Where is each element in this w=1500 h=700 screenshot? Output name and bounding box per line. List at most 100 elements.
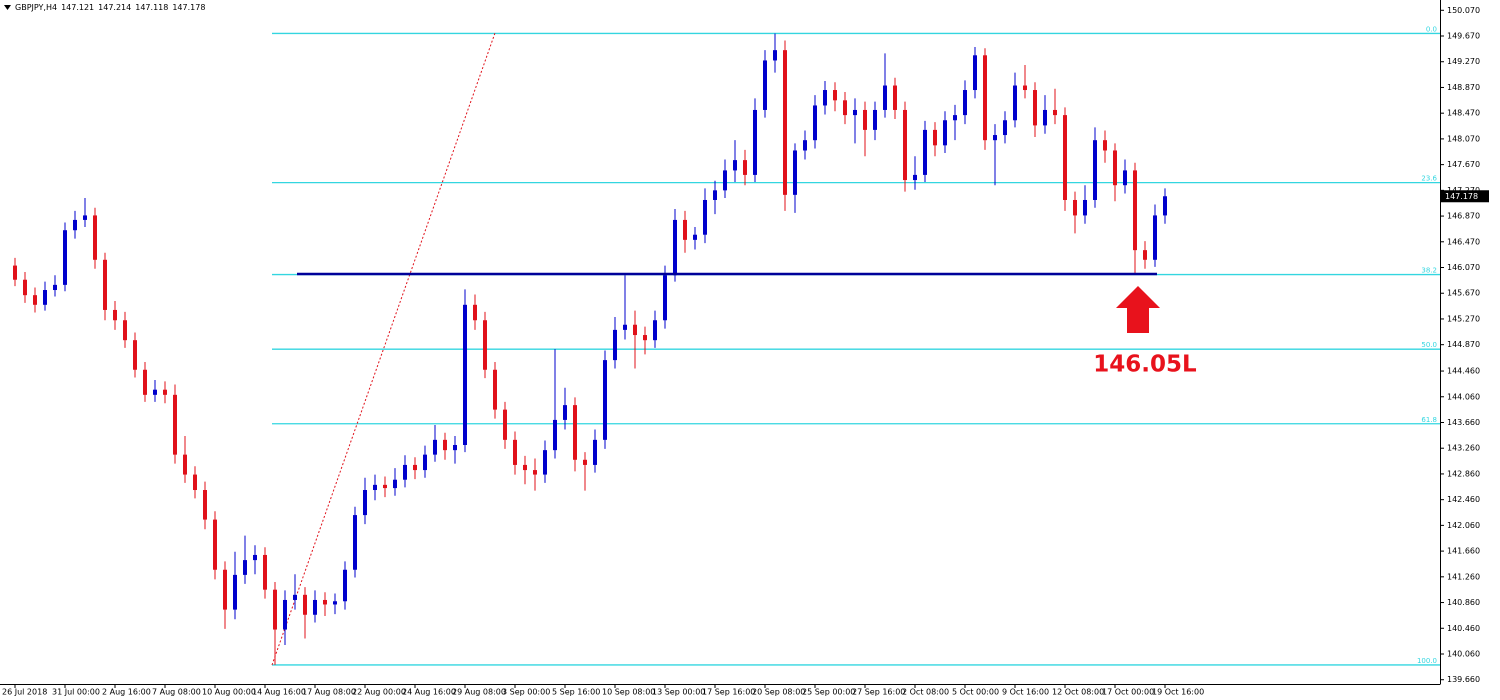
candle-body <box>1093 140 1097 200</box>
candle-body <box>863 109 867 130</box>
candle-body <box>753 109 757 175</box>
candle-body <box>1053 109 1057 116</box>
x-tick-label: 5 Oct 00:00 <box>952 688 999 697</box>
candle-body <box>793 150 797 195</box>
candle-body <box>143 369 147 395</box>
candle-body <box>243 560 247 575</box>
candle-body <box>133 340 137 370</box>
y-tick-label: 143.660 <box>1447 418 1480 427</box>
candle-body <box>293 594 297 600</box>
y-tick-label: 142.460 <box>1447 495 1480 504</box>
candle-body <box>813 105 817 141</box>
candle-body <box>263 554 267 590</box>
candle-body <box>473 304 477 321</box>
y-tick-label: 146.470 <box>1447 237 1480 246</box>
menu-triangle <box>4 4 11 10</box>
x-tick-label: 12 Oct 08:00 <box>1052 688 1104 697</box>
candle-body <box>1063 115 1067 200</box>
candle-body <box>883 85 887 110</box>
y-tick-label: 144.870 <box>1447 340 1480 349</box>
candle-body <box>103 259 107 310</box>
candle-body <box>543 450 547 475</box>
symbol: GBPJPY,H4 <box>15 3 58 12</box>
y-tick-label: 142.860 <box>1447 469 1480 478</box>
candle-body <box>1013 85 1017 121</box>
candle-body <box>1153 215 1157 260</box>
y-tick-label: 140.860 <box>1447 598 1480 607</box>
candle-body <box>963 90 967 116</box>
candle-body <box>353 515 357 570</box>
candle-body <box>433 439 437 455</box>
candle-body <box>803 140 807 151</box>
candle-body <box>593 439 597 465</box>
fibonacci-label: 50.0 <box>1421 341 1437 349</box>
candle-body <box>853 109 857 116</box>
candle-body <box>1023 85 1027 91</box>
current-price-box <box>1441 190 1489 203</box>
y-tick-label: 142.060 <box>1447 521 1480 530</box>
y-tick-label: 144.060 <box>1447 392 1480 401</box>
candle-body <box>483 320 487 370</box>
fibonacci-label: 23.6 <box>1421 175 1437 183</box>
open-value: 147.121 <box>61 3 95 12</box>
candle-body <box>1163 196 1167 216</box>
candle-body <box>743 160 747 175</box>
y-tick-label: 149.670 <box>1447 32 1480 41</box>
candle-body <box>413 464 417 471</box>
candle-body <box>233 574 237 610</box>
candle-body <box>183 454 187 475</box>
fibonacci-label: 61.8 <box>1421 416 1437 424</box>
y-tick-label: 146.870 <box>1447 212 1480 221</box>
candle-body <box>873 109 877 130</box>
y-tick-label: 148.870 <box>1447 83 1480 92</box>
x-tick-label: 20 Sep 08:00 <box>752 688 805 697</box>
candle-body <box>393 479 397 489</box>
x-tick-label: 22 Aug 00:00 <box>352 688 406 697</box>
y-tick-label: 140.460 <box>1447 624 1480 633</box>
x-tick-label: 9 Oct 16:00 <box>1002 688 1049 697</box>
candle-body <box>773 50 777 61</box>
candle-body <box>323 599 327 605</box>
candle-body <box>713 190 717 200</box>
candle-body <box>723 170 727 191</box>
x-tick-label: 24 Aug 16:00 <box>402 688 456 697</box>
y-tick-label: 147.670 <box>1447 160 1480 169</box>
candle-body <box>643 335 647 341</box>
x-tick-label: 10 Sep 08:00 <box>602 688 655 697</box>
candle-body <box>763 60 767 110</box>
fibonacci-label: 38.2 <box>1421 267 1437 275</box>
candle-body <box>733 160 737 171</box>
candle-body <box>403 464 407 480</box>
axes: 150.070 149.670 149.270 148.870 148.470 148.0… <box>2 6 1489 697</box>
candle-body <box>53 284 57 291</box>
candle-body <box>493 369 497 410</box>
y-tick-label: 146.070 <box>1447 263 1480 272</box>
candle-body <box>203 490 207 520</box>
annotation: 146.05L <box>1093 352 1197 378</box>
y-tick-label: 141.660 <box>1447 547 1480 556</box>
candle-body <box>93 215 97 260</box>
candle-body <box>313 599 317 615</box>
candle-body <box>213 519 217 570</box>
candle-body <box>693 234 697 240</box>
fibonacci-group: 0.0 23.6 38.2 50.0 61.8 100.0 <box>272 25 1440 666</box>
candle-body <box>983 55 987 141</box>
x-tick-label: 7 Aug 08:00 <box>152 688 201 697</box>
candle-body <box>583 459 587 465</box>
candle-body <box>1133 170 1137 251</box>
arrow-up <box>1116 286 1160 333</box>
candle-body <box>463 304 467 445</box>
candle-body <box>303 594 307 615</box>
candle-body <box>523 464 527 471</box>
candle-body <box>913 174 917 181</box>
y-tick-label: 143.260 <box>1447 444 1480 453</box>
candle-body <box>83 215 87 220</box>
candle-body <box>933 129 937 146</box>
candle-body <box>363 490 367 516</box>
candle-body <box>553 419 557 451</box>
candle-body <box>1103 140 1107 151</box>
x-tick-label: 2 Oct 08:00 <box>902 688 949 697</box>
